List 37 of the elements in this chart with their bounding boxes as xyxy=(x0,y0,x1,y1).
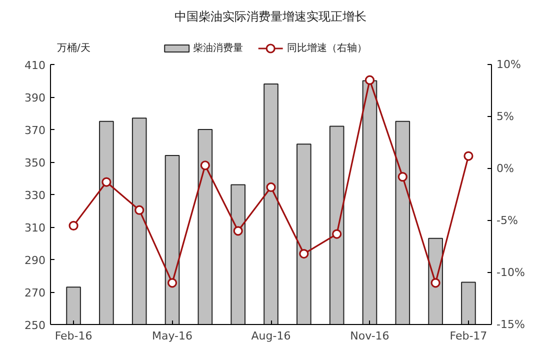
point xyxy=(266,182,276,192)
y2-tick-label: 0% xyxy=(496,162,514,175)
point xyxy=(102,177,112,187)
point xyxy=(233,226,243,236)
y-tick-label: 390 xyxy=(24,92,46,104)
y-tick-label: 410 xyxy=(24,59,46,72)
point xyxy=(398,172,408,182)
y-tick-label: 290 xyxy=(24,254,46,267)
y-tick-label: 310 xyxy=(24,222,46,234)
y2-tick-label: -5% xyxy=(496,214,518,227)
point xyxy=(464,151,474,161)
point xyxy=(167,278,178,288)
point xyxy=(430,278,440,288)
legend-label: 同比增速（右轴） xyxy=(286,42,367,54)
y2-tick-label: -15% xyxy=(496,318,525,331)
point xyxy=(68,220,78,230)
point xyxy=(332,229,342,239)
x-tick-label: Feb-16 xyxy=(54,330,92,342)
y-tick-label: 370 xyxy=(24,124,46,137)
y-tick-label: 330 xyxy=(24,189,46,202)
point xyxy=(200,160,210,170)
y-axis-title: 万桶/天 xyxy=(57,42,90,54)
y-tick-label: 350 xyxy=(24,156,46,170)
y-tick-label: 250 xyxy=(24,319,46,332)
x-tick-label: Feb-17 xyxy=(450,330,488,342)
y-tick-label: 270 xyxy=(24,286,46,300)
point xyxy=(134,205,144,215)
x-tick-label: Aug-16 xyxy=(251,330,291,342)
y2-tick-label: 5% xyxy=(496,110,514,123)
y2-tick-label: -10% xyxy=(496,266,525,279)
x-tick-label: May-16 xyxy=(152,330,193,342)
y2-tick-label: 10% xyxy=(496,58,521,71)
point xyxy=(364,75,375,85)
chart-title: 中国柴油实际消费量增速实现正增长 xyxy=(174,10,367,24)
x-tick-label: Nov-16 xyxy=(350,330,390,342)
point xyxy=(299,248,309,259)
legend-label: 柴油消费量 xyxy=(193,42,244,54)
